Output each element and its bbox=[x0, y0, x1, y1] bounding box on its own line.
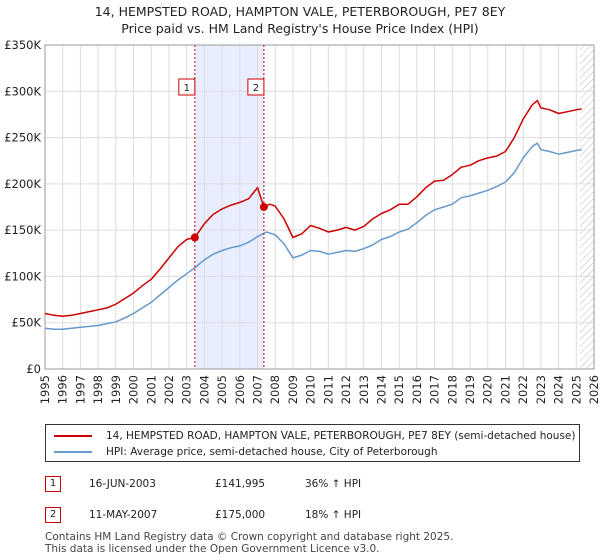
plot-frame bbox=[44, 44, 595, 370]
x-tick-label: 2020 bbox=[481, 375, 495, 404]
x-tick-label: 2019 bbox=[463, 375, 477, 404]
x-tick-label: 2002 bbox=[162, 375, 176, 404]
x-tick-label: 1997 bbox=[73, 375, 87, 404]
legend-item-hpi: HPI: Average price, semi-detached house,… bbox=[54, 446, 438, 458]
transaction-badge: 2 bbox=[45, 507, 61, 523]
chart-subtitle: Price paid vs. HM Land Registry's House … bbox=[121, 21, 479, 36]
transaction-date: 11-MAY-2007 bbox=[89, 509, 158, 521]
y-tick-label: £50K bbox=[12, 316, 42, 330]
legend-item-property: 14, HEMPSTED ROAD, HAMPTON VALE, PETERBO… bbox=[54, 430, 576, 442]
x-tick-label: 2017 bbox=[428, 375, 442, 404]
legend-line-property bbox=[54, 435, 92, 437]
legend-label-property: 14, HEMPSTED ROAD, HAMPTON VALE, PETERBO… bbox=[106, 430, 576, 442]
price-chart: £0 £50K £100K £150K £200K £250K £300K £350K 1995… bbox=[4, 38, 600, 404]
x-tick-label: 1996 bbox=[56, 375, 70, 404]
forecast-hatch bbox=[579, 45, 594, 369]
transaction-price: £175,000 bbox=[215, 509, 266, 521]
sale-marker-label: 2 bbox=[253, 83, 259, 94]
x-tick-label: 1995 bbox=[38, 375, 52, 404]
footer-copyright: Contains HM Land Registry data © Crown c… bbox=[45, 531, 454, 543]
sale-marker-box bbox=[178, 78, 196, 96]
x-tick-label: 2023 bbox=[534, 375, 548, 404]
sale-point bbox=[190, 233, 199, 242]
chart-title: 14, HEMPSTED ROAD, HAMPTON VALE, PETERBO… bbox=[94, 4, 506, 19]
transaction-price: £141,995 bbox=[215, 478, 266, 490]
x-tick-label: 2012 bbox=[339, 375, 353, 404]
x-tick-label: 2010 bbox=[304, 375, 318, 404]
legend-label-hpi: HPI: Average price, semi-detached house,… bbox=[106, 446, 438, 458]
x-tick-label: 2005 bbox=[215, 375, 229, 404]
sale-point bbox=[259, 203, 268, 211]
legend: 14, HEMPSTED ROAD, HAMPTON VALE, PETERBO… bbox=[45, 424, 580, 462]
x-tick-label: 2008 bbox=[268, 375, 282, 404]
x-tick-label: 2004 bbox=[197, 375, 211, 404]
x-tick-label: 2016 bbox=[410, 375, 424, 404]
transaction-date: 16-JUN-2003 bbox=[89, 478, 156, 490]
y-tick-label: £350K bbox=[4, 38, 41, 52]
sale-marker-box bbox=[247, 78, 265, 96]
x-tick-label: 2022 bbox=[516, 375, 530, 404]
x-tick-label: 2014 bbox=[374, 375, 388, 404]
x-tick-label: 2003 bbox=[180, 375, 194, 404]
x-tick-label: 2015 bbox=[392, 375, 406, 404]
transaction-badge: 1 bbox=[45, 476, 61, 492]
y-tick-label: £150K bbox=[4, 223, 41, 237]
y-tick-label: £0 bbox=[26, 362, 41, 376]
x-tick-label: 2018 bbox=[445, 375, 459, 404]
property-price-line bbox=[44, 99, 582, 317]
x-tick-label: 2026 bbox=[587, 375, 600, 404]
x-tick-label: 2009 bbox=[286, 375, 300, 404]
x-tick-label: 2000 bbox=[127, 375, 141, 404]
legend-line-hpi bbox=[54, 451, 92, 453]
y-tick-label: £300K bbox=[4, 84, 41, 98]
y-tick-label: £250K bbox=[4, 131, 41, 145]
shaded-period bbox=[194, 45, 264, 369]
x-tick-label: 2007 bbox=[251, 375, 265, 404]
x-tick-label: 1999 bbox=[109, 375, 123, 404]
x-tick-label: 2021 bbox=[498, 375, 512, 404]
x-tick-label: 2001 bbox=[144, 375, 158, 404]
y-tick-label: £200K bbox=[4, 177, 41, 191]
x-tick-label: 2011 bbox=[321, 375, 335, 404]
transaction-hpi-change: 36% ↑ HPI bbox=[305, 478, 362, 490]
transaction-hpi-change: 18% ↑ HPI bbox=[305, 509, 362, 521]
x-tick-label: 2025 bbox=[569, 375, 583, 404]
x-tick-label: 1998 bbox=[91, 375, 105, 404]
y-tick-label: £100K bbox=[4, 269, 41, 283]
x-tick-label: 2013 bbox=[357, 375, 371, 404]
x-tick-label: 2006 bbox=[233, 375, 247, 404]
footer-license: This data is licensed under the Open Gov… bbox=[45, 543, 380, 555]
hpi-line bbox=[44, 142, 582, 330]
x-tick-label: 2024 bbox=[552, 375, 566, 404]
sale-marker-label: 1 bbox=[184, 83, 190, 94]
